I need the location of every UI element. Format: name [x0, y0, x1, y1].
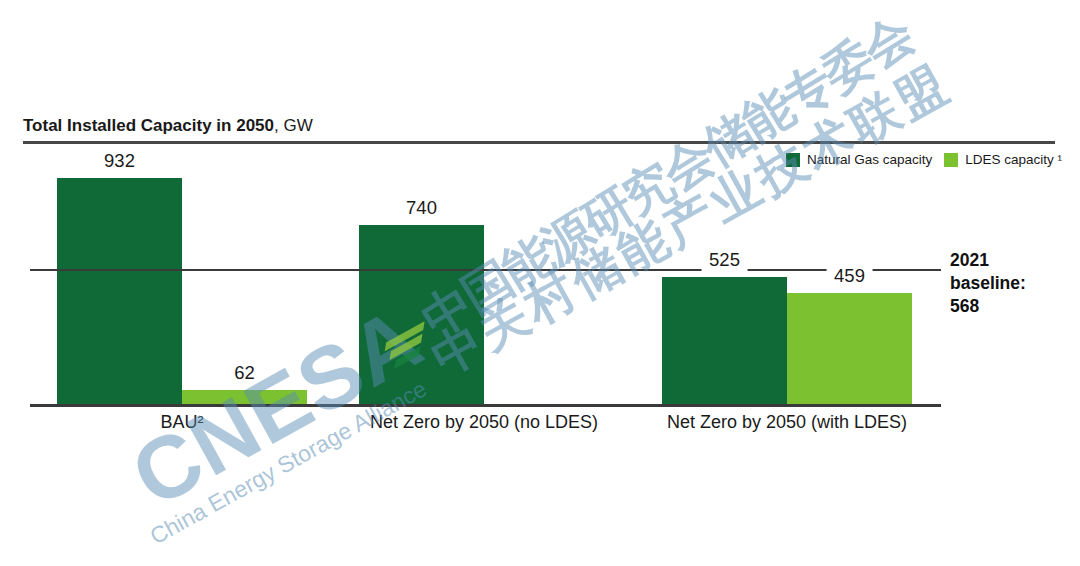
value-label: 525 [701, 246, 748, 274]
bar-natural-gas-1 [359, 225, 484, 405]
chart-title: Total Installed Capacity in 2050, GW [23, 116, 313, 136]
value-label: 62 [226, 359, 263, 387]
chart-figure: Total Installed Capacity in 2050, GW Nat… [0, 0, 1080, 566]
value-label: 740 [398, 194, 445, 222]
category-label: BAU² [160, 412, 203, 433]
baseline-2021-label: 2021 baseline: 568 [950, 249, 1026, 318]
bar-ldes-2 [787, 293, 912, 405]
category-label: Net Zero by 2050 (no LDES) [370, 412, 598, 433]
legend-item-natural-gas: Natural Gas capacity [786, 152, 932, 167]
ldes-swatch [944, 153, 958, 167]
bar-natural-gas-2 [662, 277, 787, 405]
value-label: 932 [96, 147, 143, 175]
baseline-2021-line [30, 269, 941, 271]
legend-item-ldes: LDES capacity ¹ [944, 152, 1062, 167]
title-rule [23, 141, 1055, 144]
chart-title-unit: , GW [274, 116, 313, 135]
legend-label-ldes: LDES capacity ¹ [965, 152, 1062, 167]
legend: Natural Gas capacity LDES capacity ¹ [786, 152, 1062, 167]
legend-label-natural-gas: Natural Gas capacity [807, 152, 932, 167]
chart-title-bold: Total Installed Capacity in 2050 [23, 116, 274, 135]
natural-gas-swatch [786, 153, 800, 167]
value-label: 459 [826, 262, 873, 290]
x-axis [30, 404, 941, 407]
bar-natural-gas-0 [57, 178, 182, 405]
bar-ldes-0 [182, 390, 307, 405]
category-label: Net Zero by 2050 (with LDES) [667, 412, 907, 433]
